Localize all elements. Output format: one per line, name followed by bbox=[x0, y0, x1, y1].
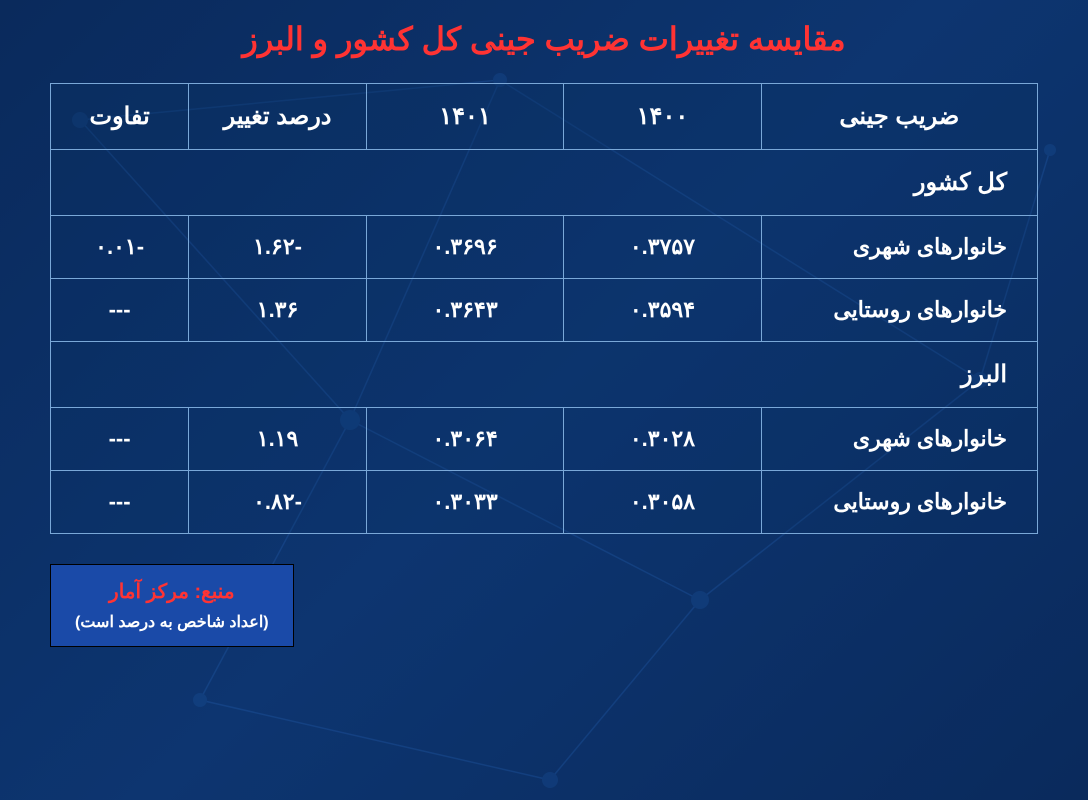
cell-pct: -۰.۸۲ bbox=[189, 471, 367, 534]
table-row: خانوارهای روستایی ۰.۳۵۹۴ ۰.۳۶۴۳ ۱.۳۶ --- bbox=[51, 279, 1038, 342]
table-row: خانوارهای روستایی ۰.۳۰۵۸ ۰.۳۰۳۳ -۰.۸۲ --… bbox=[51, 471, 1038, 534]
cell-1401: ۰.۳۰۳۳ bbox=[366, 471, 563, 534]
source-text: منبع: مرکز آمار bbox=[75, 579, 269, 604]
col-1400: ۱۴۰۰ bbox=[564, 84, 761, 150]
source-box: منبع: مرکز آمار (اعداد شاخص به درصد است) bbox=[50, 564, 294, 647]
col-gini: ضریب جینی bbox=[761, 84, 1037, 150]
section-label: کل کشور bbox=[51, 150, 1038, 216]
col-pct: درصد تغییر bbox=[189, 84, 367, 150]
section-alborz: البرز bbox=[51, 342, 1038, 408]
section-country: کل کشور bbox=[51, 150, 1038, 216]
page-title: مقایسه تغییرات ضریب جینی کل کشور و البرز bbox=[50, 20, 1038, 58]
header-row: ضریب جینی ۱۴۰۰ ۱۴۰۱ درصد تغییر تفاوت bbox=[51, 84, 1038, 150]
row-label: خانوارهای روستایی bbox=[761, 279, 1037, 342]
cell-diff: --- bbox=[51, 471, 189, 534]
row-label: خانوارهای روستایی bbox=[761, 471, 1037, 534]
cell-1401: ۰.۳۶۹۶ bbox=[366, 216, 563, 279]
cell-1401: ۰.۳۰۶۴ bbox=[366, 408, 563, 471]
cell-pct: ۱.۳۶ bbox=[189, 279, 367, 342]
section-label: البرز bbox=[51, 342, 1038, 408]
cell-1400: ۰.۳۵۹۴ bbox=[564, 279, 761, 342]
cell-diff: -۰.۰۱ bbox=[51, 216, 189, 279]
row-label: خانوارهای شهری bbox=[761, 408, 1037, 471]
cell-1400: ۰.۳۰۲۸ bbox=[564, 408, 761, 471]
table-row: خانوارهای شهری ۰.۳۷۵۷ ۰.۳۶۹۶ -۱.۶۲ -۰.۰۱ bbox=[51, 216, 1038, 279]
cell-pct: ۱.۱۹ bbox=[189, 408, 367, 471]
cell-1400: ۰.۳۷۵۷ bbox=[564, 216, 761, 279]
gini-table: ضریب جینی ۱۴۰۰ ۱۴۰۱ درصد تغییر تفاوت کل … bbox=[50, 83, 1038, 534]
cell-diff: --- bbox=[51, 408, 189, 471]
table-row: خانوارهای شهری ۰.۳۰۲۸ ۰.۳۰۶۴ ۱.۱۹ --- bbox=[51, 408, 1038, 471]
cell-diff: --- bbox=[51, 279, 189, 342]
col-1401: ۱۴۰۱ bbox=[366, 84, 563, 150]
cell-pct: -۱.۶۲ bbox=[189, 216, 367, 279]
source-note: (اعداد شاخص به درصد است) bbox=[75, 612, 269, 632]
cell-1400: ۰.۳۰۵۸ bbox=[564, 471, 761, 534]
cell-1401: ۰.۳۶۴۳ bbox=[366, 279, 563, 342]
row-label: خانوارهای شهری bbox=[761, 216, 1037, 279]
col-diff: تفاوت bbox=[51, 84, 189, 150]
